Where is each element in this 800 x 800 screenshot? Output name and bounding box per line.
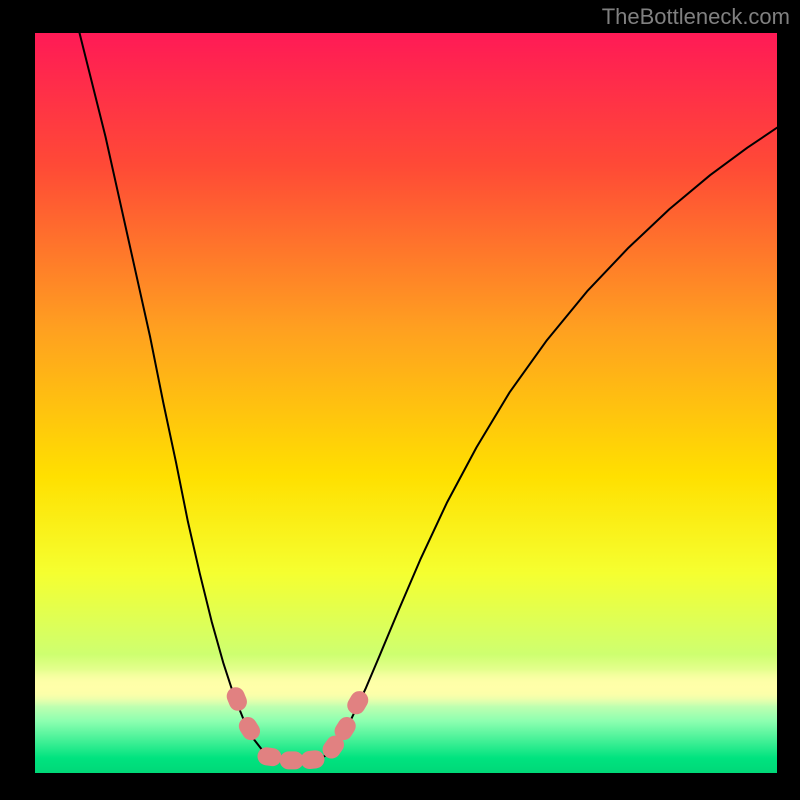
- curve-marker: [280, 751, 304, 769]
- watermark-text: TheBottleneck.com: [602, 4, 790, 30]
- highlight-band: [35, 669, 777, 706]
- gradient-background: [35, 33, 777, 773]
- plot-svg: [35, 33, 777, 773]
- chart-stage: TheBottleneck.com: [0, 0, 800, 800]
- plot-area: [35, 33, 777, 773]
